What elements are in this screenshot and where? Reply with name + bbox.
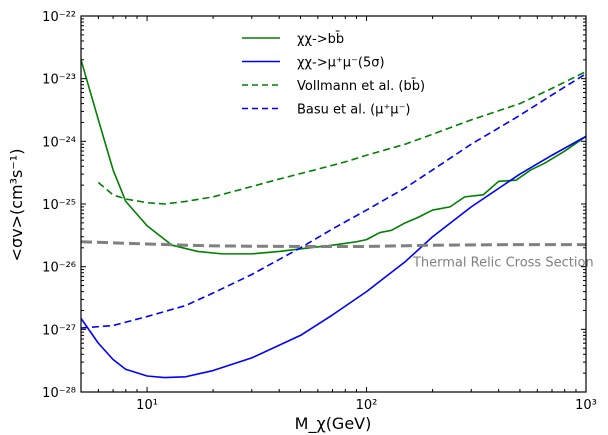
x-tick-label: 10¹ [136,398,158,413]
y-tick-label: 10⁻²⁵ [42,198,76,213]
x-tick-label: 10² [356,398,378,413]
ticks-layer: 10¹ 10² 10³ 10⁻²⁸ 10⁻²⁷ 10⁻²⁶ 10⁻²⁵ 10⁻²⁴ 10⁻²³ 1… [42,10,597,413]
series-line-bb [81,59,586,255]
legend: χχ->bb̄ χχ->μ⁺μ⁻(5σ) Vollmann et al. (bb̄)… [242,32,425,118]
y-tick-label: 10⁻²⁸ [42,386,76,401]
legend-label-basu-et-al: Basu et al. (μ⁺μ⁻) [297,103,411,118]
y-axis-title: <σv>(cm³s⁻¹) [7,149,26,262]
series-layer [81,59,586,379]
x-tick-label: 10³ [575,398,597,413]
series-line-5 [81,135,586,379]
series-line-basu-et-al [81,73,586,329]
y-tick-label: 10⁻²⁴ [42,135,76,150]
plot-frame [80,15,587,393]
y-tick-label: 10⁻²³ [42,73,76,88]
y-tick-label: 10⁻²⁷ [42,323,76,338]
legend-label-vollmann-et-al-bb: Vollmann et al. (bb̄) [297,79,425,94]
thermal-relic-annotation: Thermal Relic Cross Section [412,256,594,271]
series-line-vollmann-et-al-bb [97,70,586,205]
annotation-layer: Thermal Relic Cross Section [412,256,594,271]
x-axis-title: M_χ(GeV) [295,414,372,434]
legend-label-bb: χχ->bb̄ [297,32,344,47]
y-tick-label: 10⁻²⁶ [42,261,76,276]
series-line-thermal-relic-cross-section [81,240,586,248]
legend-label-5: χχ->μ⁺μ⁻(5σ) [297,56,385,71]
y-tick-label: 10⁻²² [42,10,76,25]
